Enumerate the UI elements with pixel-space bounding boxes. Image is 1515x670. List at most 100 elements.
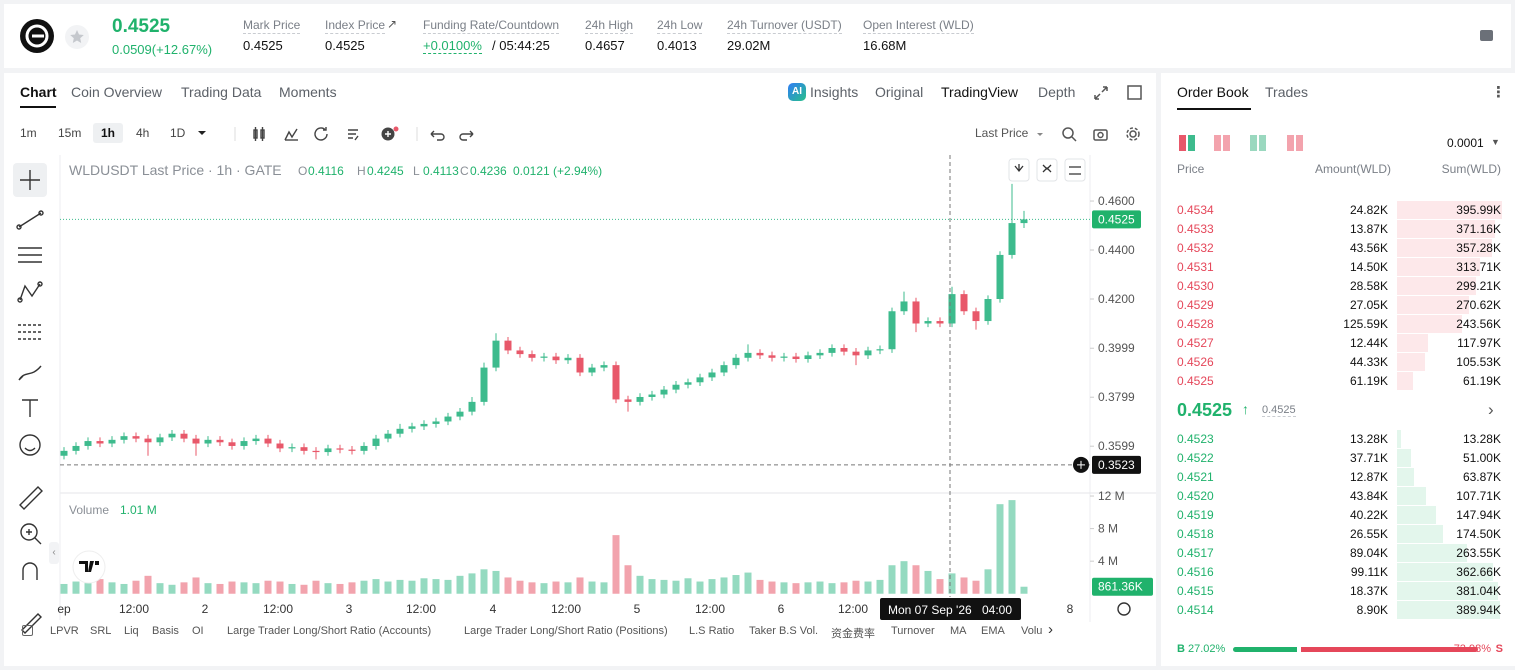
indicator[interactable]: 资金费率 — [831, 628, 875, 640]
depth-bar — [1397, 468, 1414, 486]
x-tick-label: 4 — [490, 602, 497, 616]
ob-precision[interactable]: 0.0001 — [1447, 136, 1484, 150]
volume-bar — [72, 581, 80, 594]
ob-mark: 0.4525 — [1262, 404, 1296, 417]
indicator[interactable]: L.S Ratio — [689, 625, 735, 637]
candle-body — [132, 436, 140, 439]
indicator[interactable]: Volu — [1021, 625, 1043, 637]
depth-bar — [1397, 582, 1498, 600]
depth-bar — [1397, 239, 1492, 257]
view-tab[interactable]: Depth — [1038, 84, 1076, 100]
candle-body — [636, 396, 644, 402]
chart-tab[interactable]: Trading Data — [181, 84, 262, 100]
candle-body — [192, 438, 200, 444]
indicator[interactable]: Liq — [124, 625, 139, 637]
ohlc-key: H — [357, 164, 366, 178]
view-tab[interactable]: Original — [875, 84, 924, 100]
ohlc-key: L — [413, 164, 420, 178]
candle-body — [648, 394, 656, 397]
candle-body — [936, 321, 944, 324]
favorite-star[interactable] — [64, 24, 90, 50]
ob-amount: 89.04K — [1349, 546, 1388, 560]
price-type[interactable]: Last Price — [975, 126, 1029, 140]
ob-col: Sum(WLD) — [1441, 162, 1501, 176]
depth-bar — [1397, 258, 1481, 276]
volume-bar — [444, 579, 452, 594]
ob-price: 0.4528 — [1177, 317, 1214, 331]
view-tab[interactable]: TradingView — [941, 84, 1019, 100]
interval[interactable]: 15m — [58, 126, 82, 140]
volume-bar — [312, 580, 320, 594]
candle-body — [924, 321, 932, 324]
chart-tools[interactable] — [1034, 126, 1144, 142]
interval[interactable]: 1h — [93, 123, 124, 143]
indicator[interactable]: Large Trader Long/Short Ratio (Positions… — [464, 625, 668, 637]
ratio-key: B — [1177, 643, 1185, 655]
drawing-toolbar[interactable] — [10, 160, 54, 640]
x-tick-label: 8 — [1067, 602, 1074, 616]
indicator[interactable]: Basis — [152, 625, 179, 637]
candle-body — [72, 445, 80, 451]
candle-body — [432, 421, 440, 424]
view-tab[interactable]: Insights — [810, 84, 859, 100]
indicator[interactable]: Taker B.S Vol. — [749, 625, 819, 637]
indicator[interactable]: EMA — [981, 625, 1005, 637]
indicator[interactable]: LPVR — [50, 625, 79, 637]
candle-body — [516, 350, 524, 355]
candle-body — [444, 416, 452, 422]
indicator[interactable]: Large Trader Long/Short Ratio (Accounts) — [227, 625, 432, 637]
indicator[interactable]: OI — [192, 625, 204, 637]
panel-icons[interactable] — [1092, 84, 1152, 102]
volume-bar — [96, 579, 104, 594]
depth-bar — [1397, 315, 1462, 333]
candle-body — [300, 447, 308, 451]
layout-icon[interactable] — [1478, 28, 1496, 44]
volume-bar — [360, 580, 368, 594]
ob-amount: 40.22K — [1349, 508, 1388, 522]
current-volume-label: 861.36K — [1098, 580, 1143, 594]
candle-body — [420, 423, 428, 427]
ob-tab[interactable]: Trades — [1265, 84, 1309, 100]
volume-bar — [720, 577, 728, 594]
candle-body — [768, 355, 776, 358]
crosshair-plus-icon — [1077, 460, 1085, 469]
interval[interactable]: 1D — [170, 126, 186, 140]
ob-tab[interactable]: Order Book — [1177, 84, 1249, 100]
legend-button — [1064, 158, 1086, 182]
ob-col: Amount(WLD) — [1314, 162, 1391, 176]
ob-sum: 362.66K — [1456, 565, 1501, 579]
volume-bar — [588, 581, 596, 594]
volume-bar — [600, 582, 608, 594]
interval[interactable]: 1m — [20, 126, 37, 140]
volume-bar — [216, 583, 224, 594]
candle-body — [792, 356, 800, 360]
volume-bar — [972, 580, 980, 594]
tv-logo — [79, 561, 99, 572]
candle-body — [156, 437, 164, 443]
ob-col: Price — [1177, 162, 1205, 176]
volume-bar — [396, 579, 404, 594]
depth-bar — [1397, 506, 1437, 524]
indicator[interactable]: SRL — [90, 625, 112, 637]
chart-tab[interactable]: Moments — [279, 84, 337, 100]
candle-body — [324, 448, 332, 453]
candle-body — [840, 347, 848, 352]
collapse-toggle[interactable]: ‹ — [49, 542, 59, 564]
ob-price: 0.4523 — [1177, 432, 1214, 446]
chart-tab[interactable]: Chart — [20, 84, 57, 100]
volume-tick-label: 8 M — [1098, 522, 1118, 536]
indicator[interactable]: Turnover — [891, 625, 935, 637]
interval[interactable]: 4h — [136, 126, 150, 140]
toolbar-icons[interactable] — [195, 126, 485, 142]
candle-body — [912, 301, 920, 324]
candle-body — [804, 355, 812, 360]
ob-sum: 107.71K — [1456, 489, 1501, 503]
ob-price: 0.4520 — [1177, 489, 1214, 503]
x-tick-label: 3 — [346, 602, 353, 616]
indicator-icon — [22, 625, 33, 636]
legend-button — [1036, 158, 1058, 182]
indicator[interactable]: MA — [950, 625, 967, 637]
chart-tab[interactable]: Coin Overview — [71, 84, 163, 100]
candle-body — [996, 254, 1004, 300]
